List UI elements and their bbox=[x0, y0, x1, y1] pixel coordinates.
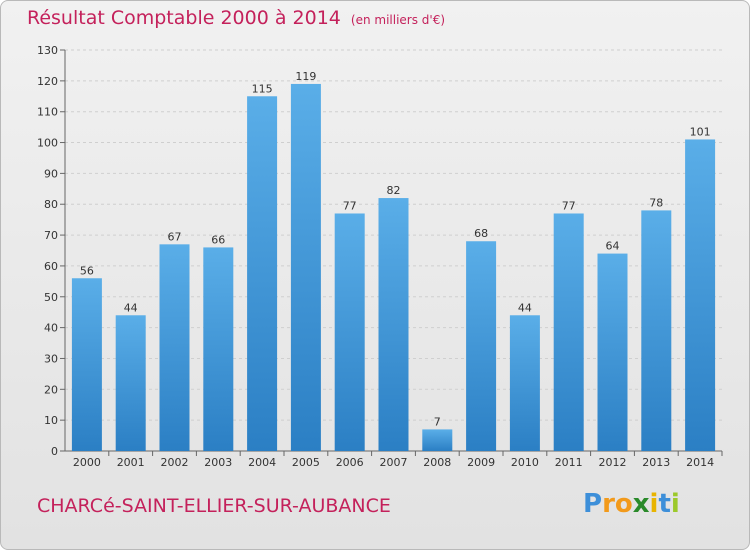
bar bbox=[159, 244, 190, 451]
logo-letter: P bbox=[583, 489, 603, 519]
bar bbox=[466, 241, 497, 451]
logo-letter: o bbox=[614, 489, 633, 519]
y-tick-label: 70 bbox=[44, 229, 58, 242]
x-tick-label: 2012 bbox=[599, 456, 627, 469]
bar bbox=[597, 253, 628, 451]
chart-title-text: Résultat Comptable 2000 à 2014 bbox=[27, 7, 341, 29]
x-tick-label: 2006 bbox=[336, 456, 364, 469]
chart-title: Résultat Comptable 2000 à 2014 (en millie… bbox=[27, 7, 445, 29]
data-label: 68 bbox=[474, 227, 488, 240]
x-tick-label: 2013 bbox=[642, 456, 670, 469]
bar bbox=[685, 139, 716, 451]
bar bbox=[378, 198, 409, 451]
bar bbox=[71, 278, 102, 451]
data-label: 77 bbox=[343, 199, 357, 212]
data-label: 64 bbox=[606, 240, 620, 253]
x-tick-label: 2007 bbox=[380, 456, 408, 469]
y-tick-label: 110 bbox=[37, 106, 58, 119]
data-label: 7 bbox=[434, 415, 441, 428]
logo-letter: t bbox=[658, 489, 671, 519]
bar bbox=[509, 315, 540, 451]
y-tick-label: 10 bbox=[44, 414, 58, 427]
data-label: 78 bbox=[649, 196, 663, 209]
data-label: 115 bbox=[252, 82, 273, 95]
x-tick-label: 2003 bbox=[204, 456, 232, 469]
data-label: 101 bbox=[690, 125, 711, 138]
x-tick-label: 2011 bbox=[555, 456, 583, 469]
y-tick-label: 60 bbox=[44, 260, 58, 273]
data-label: 44 bbox=[518, 301, 532, 314]
x-tick-label: 2010 bbox=[511, 456, 539, 469]
data-label: 44 bbox=[124, 301, 138, 314]
data-label: 77 bbox=[562, 199, 576, 212]
bar bbox=[553, 213, 584, 451]
y-tick-label: 120 bbox=[37, 75, 58, 88]
bar bbox=[247, 96, 278, 452]
data-label: 66 bbox=[211, 233, 225, 246]
y-tick-label: 30 bbox=[44, 352, 58, 365]
x-tick-label: 2002 bbox=[161, 456, 189, 469]
logo-letter: i bbox=[649, 489, 659, 519]
x-tick-label: 2008 bbox=[423, 456, 451, 469]
data-label: 56 bbox=[80, 264, 94, 277]
logo-letter: r bbox=[602, 489, 615, 519]
bar bbox=[334, 213, 365, 451]
y-tick-label: 100 bbox=[37, 137, 58, 150]
proxiti-logo[interactable]: Proxiti bbox=[583, 489, 680, 519]
x-tick-label: 2001 bbox=[117, 456, 145, 469]
y-tick-label: 40 bbox=[44, 322, 58, 335]
x-tick-label: 2014 bbox=[686, 456, 714, 469]
logo-letter: i bbox=[670, 489, 680, 519]
bar bbox=[641, 210, 672, 451]
bar bbox=[203, 247, 234, 451]
y-tick-label: 90 bbox=[44, 167, 58, 180]
x-tick-label: 2004 bbox=[248, 456, 276, 469]
data-label: 67 bbox=[168, 230, 182, 243]
y-tick-label: 80 bbox=[44, 198, 58, 211]
y-tick-label: 50 bbox=[44, 291, 58, 304]
logo-letter: x bbox=[632, 489, 650, 519]
data-label: 119 bbox=[295, 70, 316, 83]
bar bbox=[115, 315, 146, 451]
data-label: 82 bbox=[387, 184, 401, 197]
y-tick-label: 20 bbox=[44, 383, 58, 396]
bar bbox=[422, 429, 453, 451]
commune-name: CHARCé-SAINT-ELLIER-SUR-AUBANCE bbox=[37, 495, 391, 517]
bar bbox=[290, 83, 321, 451]
chart-unit: (en milliers d'€) bbox=[350, 13, 446, 27]
x-tick-label: 2009 bbox=[467, 456, 495, 469]
x-tick-label: 2000 bbox=[73, 456, 101, 469]
x-tick-label: 2005 bbox=[292, 456, 320, 469]
y-tick-label: 0 bbox=[51, 445, 58, 458]
y-tick-label: 130 bbox=[37, 44, 58, 57]
